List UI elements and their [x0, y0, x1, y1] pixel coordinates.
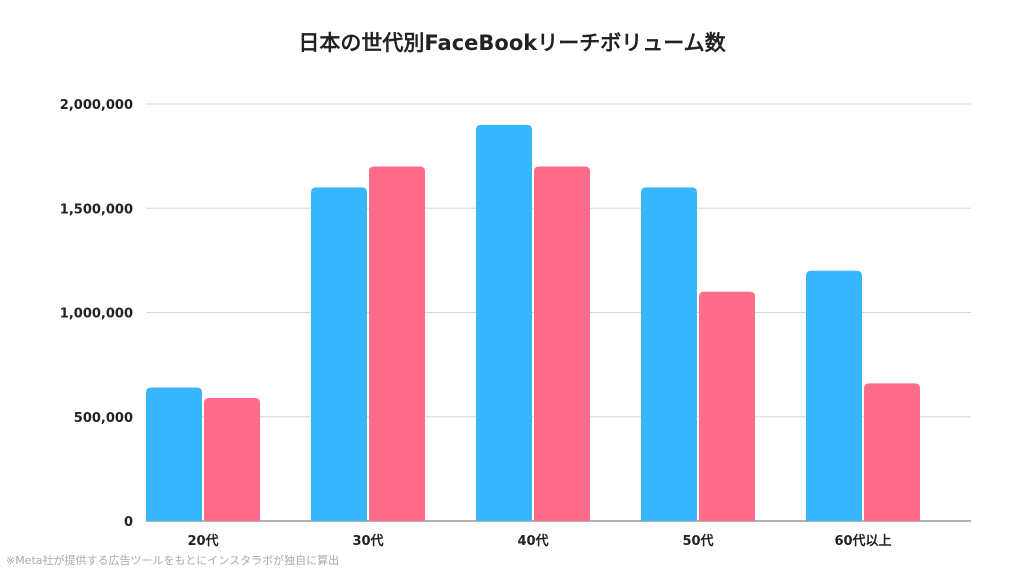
y-tick-label: 1,500,000 — [60, 202, 133, 217]
bar-pink-5 — [864, 383, 920, 521]
y-tick-label: 0 — [124, 515, 133, 530]
bar-pink-3 — [534, 166, 590, 522]
bar-blue-1 — [146, 387, 202, 521]
x-category-label: 20代 — [187, 533, 218, 549]
x-category-label: 60代以上 — [834, 533, 891, 549]
footnote: ※Meta社が提供する広告ツールをもとにインスタラボが独自に算出 — [6, 554, 340, 567]
y-tick-label: 500,000 — [74, 411, 133, 426]
y-axis-tick-labels: 0 500,000 1,000,000 1,500,000 2,000,000 — [60, 98, 133, 530]
x-category-label: 50代 — [682, 533, 713, 549]
chart-title: 日本の世代別FaceBookリーチボリューム数 — [298, 31, 726, 55]
x-axis-category-labels: 20代 30代 40代 50代 60代以上 — [187, 533, 891, 549]
bar-blue-5 — [806, 270, 862, 521]
y-tick-label: 2,000,000 — [60, 98, 133, 113]
y-tick-label: 1,000,000 — [60, 307, 133, 322]
bar-blue-2 — [311, 187, 367, 521]
x-category-label: 30代 — [352, 533, 383, 549]
bar-pink-1 — [204, 397, 260, 521]
bar-pink-2 — [369, 166, 425, 522]
x-category-label: 40代 — [517, 533, 548, 549]
bar-blue-4 — [641, 187, 697, 521]
bars — [146, 124, 920, 522]
bar-pink-4 — [699, 291, 755, 521]
bar-blue-3 — [476, 124, 532, 521]
